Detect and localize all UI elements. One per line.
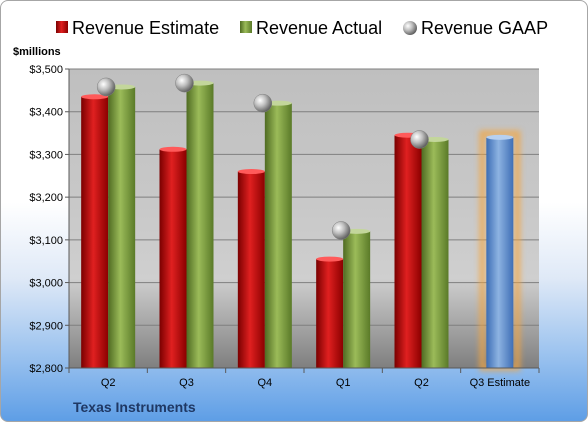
legend: Revenue Estimate Revenue Actual Revenue … [56,18,548,38]
point-revenue-gaap [175,73,194,93]
bar-top [237,169,265,175]
bar-revenue-estimate [159,149,187,368]
legend-swatch-revenue-estimate [56,21,68,33]
bar-revenue-actual [108,86,136,368]
bar-top [81,94,109,100]
bar-top [316,256,344,262]
legend-swatch-revenue-gaap [403,21,417,35]
x-tick-label: Q3 Estimate [470,377,531,389]
bar-top [486,134,514,140]
x-tick-label: Q1 [336,377,351,389]
y-tick-label: $2,800 [29,363,63,375]
x-tick-label: Q4 [257,377,272,389]
x-tick-label: Q2 [414,377,429,389]
bar-revenue-actual [264,103,292,369]
bar-revenue-estimate [394,135,422,368]
gaap-points [96,73,429,240]
legend-label-revenue-actual: Revenue Actual [256,18,382,38]
bar-revenue-estimate [81,96,109,368]
point-revenue-gaap [410,130,429,149]
bar-top [159,146,187,152]
point-revenue-gaap [96,77,116,97]
company-name: Texas Instruments [73,399,196,415]
x-tick-label: Q2 [101,377,116,389]
y-tick-label: $3,400 [29,107,63,119]
x-axis: Q2 Q3 Q4 Q1 Q2 Q3 Estimate [68,367,540,389]
y-axis-unit-label: $millions [13,46,61,58]
bar-revenue-actual [421,139,449,368]
bar-revenue-actual [343,231,371,368]
point-revenue-gaap [253,93,273,113]
legend-label-revenue-gaap: Revenue GAAP [421,18,548,38]
legend-label-revenue-estimate: Revenue Estimate [72,18,219,38]
bar-revenue-actual [186,83,214,369]
y-axis: $2,800 $2,900 $3,000 $3,100 $3,200 $3,300 $3,4… [29,64,70,375]
y-tick-label: $3,100 [29,235,63,247]
y-tick-label: $3,000 [29,278,63,290]
gridlines [69,68,539,369]
y-tick-label: $3,200 [29,192,63,204]
plot-area [69,69,539,368]
y-tick-label: $3,300 [29,149,63,161]
y-tick-label: $2,900 [29,320,63,332]
y-tick-label: $3,500 [29,64,63,76]
x-tick-label: Q3 [179,377,194,389]
point-revenue-gaap [331,221,351,240]
bar-revenue-estimate [237,171,265,368]
bars [81,80,521,371]
legend-swatch-revenue-actual [240,21,252,33]
bar-revenue-estimate [316,259,344,368]
bar-q3-estimate [486,137,514,368]
